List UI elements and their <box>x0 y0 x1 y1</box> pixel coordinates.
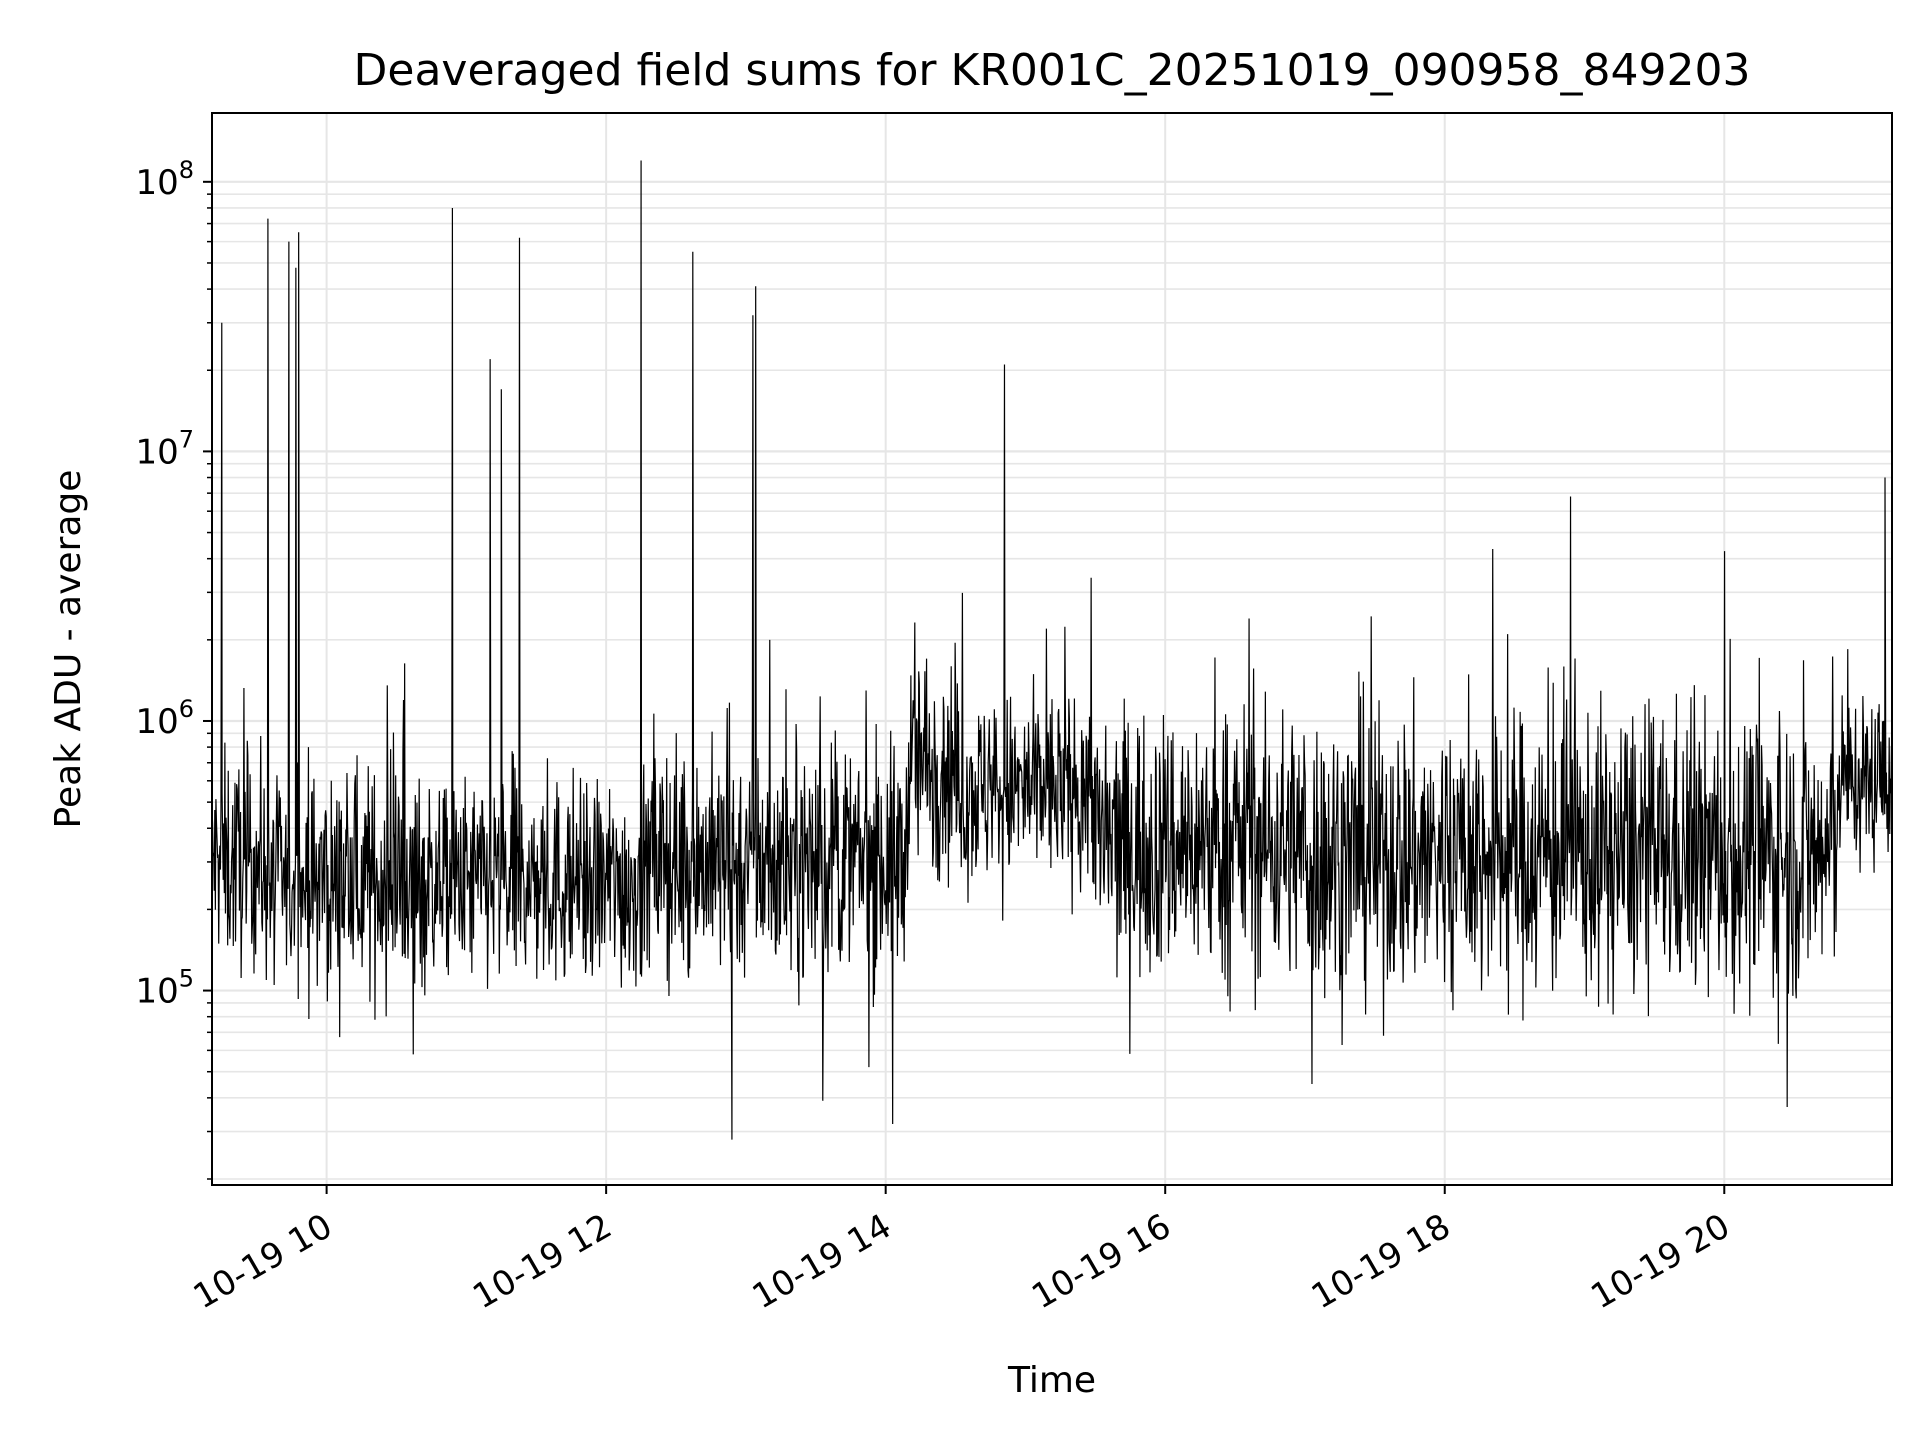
y-tick-label: 106 <box>135 695 194 742</box>
series-path <box>211 160 1893 1140</box>
x-tick-label: 10-19 16 <box>1025 1206 1177 1317</box>
x-tick-label: 10-19 12 <box>466 1206 618 1317</box>
x-tick-label: 10-19 14 <box>746 1206 898 1317</box>
x-tick-label: 10-19 10 <box>187 1206 339 1317</box>
chart-title: Deaveraged field sums for KR001C_2025101… <box>354 45 1751 96</box>
x-tick-label: 10-19 20 <box>1584 1206 1736 1317</box>
y-tick-label: 108 <box>135 156 194 203</box>
x-axis: 10-19 10 10-19 12 10-19 14 10-19 16 10-19 18… <box>187 1185 1737 1317</box>
x-axis-label: Time <box>1007 1360 1096 1401</box>
series-line <box>211 160 1893 1140</box>
y-tick-label: 107 <box>135 425 194 472</box>
y-axis: 105 106 107 108 <box>135 156 212 1180</box>
y-axis-label: Peak ADU - average <box>48 470 89 829</box>
grid <box>212 113 1892 1185</box>
y-tick-label: 105 <box>135 965 194 1012</box>
x-tick-label: 10-19 18 <box>1305 1206 1457 1317</box>
plot-frame <box>211 112 1893 1186</box>
